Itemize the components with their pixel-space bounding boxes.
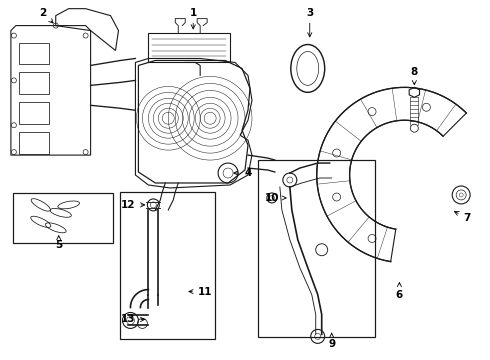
- Text: 10: 10: [265, 193, 286, 203]
- Text: 2: 2: [39, 8, 53, 23]
- Text: 13: 13: [121, 314, 145, 324]
- Bar: [19, 102, 49, 124]
- Bar: [121, 192, 215, 339]
- Text: 5: 5: [55, 236, 62, 250]
- Text: 8: 8: [411, 67, 418, 85]
- Text: 12: 12: [121, 200, 145, 210]
- Text: 1: 1: [190, 8, 197, 29]
- Bar: [19, 42, 49, 64]
- Bar: [148, 32, 230, 62]
- Text: 9: 9: [328, 333, 335, 349]
- Text: 6: 6: [396, 283, 403, 300]
- Bar: [13, 193, 113, 243]
- Bar: [258, 160, 375, 337]
- Text: 11: 11: [189, 287, 212, 297]
- Text: 7: 7: [455, 212, 471, 223]
- Text: 4: 4: [234, 168, 252, 178]
- Bar: [19, 72, 49, 94]
- Text: 3: 3: [306, 8, 314, 37]
- Bar: [19, 132, 49, 154]
